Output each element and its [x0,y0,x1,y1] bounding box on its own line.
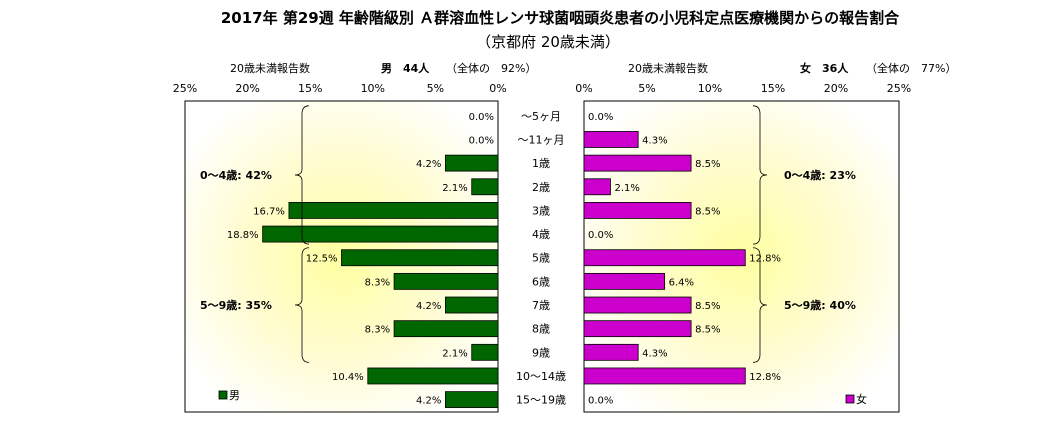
male-value-label: 8.3% [365,277,390,288]
female-value-label: 8.5% [695,325,720,336]
male-bar [341,249,499,267]
male-bar [262,225,499,243]
female-value-label: 6.4% [669,277,694,288]
group-bracket [294,105,310,245]
female-legend-label: 女 [856,392,867,406]
male-value-label: 4.2% [416,396,441,407]
male-bar [445,154,499,172]
female-value-label: 4.3% [642,135,667,146]
male-header-ratio: （全体の 92%） [446,61,536,75]
female-tick-label: 5% [638,82,655,95]
male-value-label: 12.5% [306,254,338,265]
category-labels: ～5ヶ月 ～11ヶ月 1歳 2歳 3歳 4歳 5歳 6歳 7歳 8歳 9歳 10～14歳 15～19歳 [516,110,566,407]
male-bar [445,391,499,409]
female-bar [583,249,746,267]
male-value-label: 4.2% [416,301,441,312]
male-value-label: 4.2% [416,159,441,170]
male-tick-label: 10% [361,82,385,95]
male-value-label: 0.0% [469,135,494,146]
female-value-label: 8.5% [695,206,720,217]
female-header-count: 女 36人 [800,61,849,75]
male-value-label: 18.8% [227,230,259,241]
female-bar [583,320,692,338]
group-bracket [752,105,768,245]
chart-title: 2017年 第29週 年齢階級別 Ａ群溶血性レンサ球菌咽頭炎患者の小児科定点医療… [221,9,900,27]
category-label: 10～14歳 [516,370,566,383]
male-value-label: 2.1% [442,348,467,359]
female-value-label: 0.0% [588,112,613,123]
category-label: 5歳 [532,252,550,265]
category-label: ～5ヶ月 [521,110,561,123]
male-group-label: 5～9歳: 35% [200,298,272,312]
female-value-label: 12.8% [749,254,781,265]
female-tick-label: 0% [575,82,592,95]
category-label: 4歳 [532,228,550,241]
male-bar [288,202,499,219]
male-bar [471,178,499,196]
male-header-label: 20歳未満報告数 [230,62,310,75]
female-group-label: 5～9歳: 40% [784,298,856,312]
female-tick-label: 25% [887,82,911,95]
male-header-count: 男 44人 [381,61,430,75]
category-label: 1歳 [532,157,550,170]
male-axis-ticks: 0% 5% 10% 15% 20% 25% [173,82,507,95]
female-bar [583,178,611,196]
female-tick-label: 15% [761,82,785,95]
female-value-label: 4.3% [642,348,667,359]
female-value-label: 2.1% [614,183,639,194]
group-bracket [294,247,310,363]
category-label: 15～19歳 [516,394,566,407]
male-tick-label: 0% [489,82,506,95]
male-value-label: 10.4% [332,372,364,383]
female-bar [583,154,692,172]
category-label: 6歳 [532,275,550,288]
male-group-label: 0～4歳: 42% [200,168,272,182]
category-label: 2歳 [532,181,550,194]
female-bar [583,343,639,361]
female-bar [583,131,639,148]
male-tick-label: 15% [298,82,322,95]
female-bar [583,296,692,314]
female-header-ratio: （全体の 77%） [866,61,956,75]
male-bar [393,272,499,290]
male-legend-swatch [218,390,228,400]
male-tick-label: 5% [427,82,444,95]
female-bar [583,367,746,385]
female-axis-ticks: 0% 5% 10% 15% 20% 25% [575,82,911,95]
group-brackets: 0～4歳: 42% 5～9歳: 35% 0～4歳: 23% 5～9歳: 40% [200,105,856,363]
female-tick-label: 10% [698,82,722,95]
male-value-label: 2.1% [442,183,467,194]
female-tick-label: 20% [824,82,848,95]
category-label: 8歳 [532,323,550,336]
category-label: 3歳 [532,204,550,217]
male-bar [445,296,499,314]
category-label: 9歳 [532,346,550,359]
male-tick-label: 25% [173,82,197,95]
female-value-label: 0.0% [588,396,613,407]
female-value-label: 12.8% [749,372,781,383]
male-value-label: 0.0% [469,112,494,123]
category-label: 7歳 [532,299,550,312]
female-legend-swatch [845,394,855,404]
male-tick-label: 20% [235,82,259,95]
group-bracket [752,247,768,363]
female-group-label: 0～4歳: 23% [784,168,856,182]
male-value-label: 8.3% [365,325,390,336]
male-bar [471,343,499,361]
bars: 0.0% 0.0% 0.0% 4.3% 4.2% 8.5% 2.1% 2.1% 16.7% 8.5… [227,112,781,409]
male-legend-label: 男 [229,389,240,402]
chart-subtitle: （京都府 20歳未満） [476,33,620,51]
male-value-label: 16.7% [253,206,285,217]
female-value-label: 8.5% [695,159,720,170]
female-bar [583,202,692,219]
category-label: ～11ヶ月 [518,133,565,146]
female-header-label: 20歳未満報告数 [628,62,708,75]
male-bar [367,367,499,385]
female-value-label: 8.5% [695,301,720,312]
male-bar [393,320,499,338]
female-bar [583,272,666,290]
female-value-label: 0.0% [588,230,613,241]
